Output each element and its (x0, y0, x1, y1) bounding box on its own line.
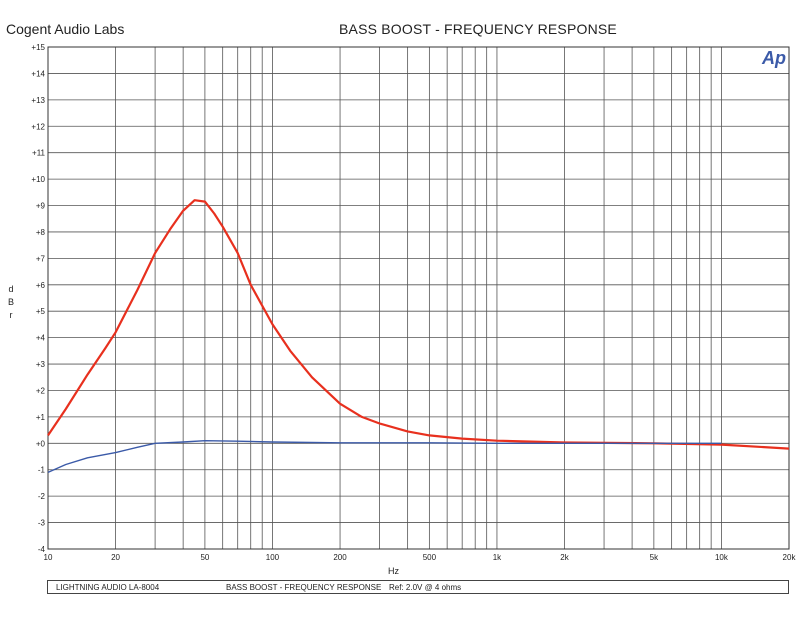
y-axis-label: d B r (6, 283, 16, 322)
x-tick-label: 5k (650, 553, 659, 562)
x-tick-label: 2k (560, 553, 569, 562)
footer-subtitle: BASS BOOST - FREQUENCY RESPONSE (226, 583, 382, 592)
x-tick-label: 50 (200, 553, 209, 562)
y-tick-label: +3 (36, 360, 46, 369)
y-tick-label: +15 (31, 43, 45, 52)
plot-frame (47, 46, 790, 550)
y-tick-label: +12 (31, 122, 45, 131)
footer-bar: LIGHTNING AUDIO LA-8004 BASS BOOST - FRE… (47, 580, 789, 594)
y-tick-label: -2 (38, 492, 46, 501)
y-tick-label: +9 (36, 202, 46, 211)
footer-device: LIGHTNING AUDIO LA-8004 (56, 583, 160, 592)
x-tick-label: 1k (493, 553, 502, 562)
company-name: Cogent Audio Labs (6, 21, 125, 37)
x-tick-label: 20k (783, 553, 797, 562)
y-tick-label: +5 (36, 307, 46, 316)
y-tick-label: +8 (36, 228, 46, 237)
y-tick-label: -1 (38, 466, 46, 475)
y-tick-label: +1 (36, 413, 46, 422)
y-tick-label: +2 (36, 386, 46, 395)
y-axis-label-d: d (8, 284, 14, 294)
y-tick-label: -4 (38, 545, 46, 554)
x-tick-label: 100 (266, 553, 280, 562)
x-tick-label: 20 (111, 553, 120, 562)
x-tick-label: 200 (333, 553, 347, 562)
series-line-blue (47, 440, 722, 474)
chart-title: BASS BOOST - FREQUENCY RESPONSE (339, 21, 617, 37)
series-line-red (47, 199, 790, 450)
y-tick-label: +13 (31, 96, 45, 105)
y-tick-label: +10 (31, 175, 45, 184)
y-axis-label-r: r (9, 310, 13, 320)
x-tick-label: 10k (715, 553, 729, 562)
y-tick-label: +14 (31, 69, 45, 78)
ap-logo: Ap (762, 48, 786, 68)
x-axis-label: Hz (388, 566, 399, 576)
y-axis-label-b: B (7, 297, 14, 307)
x-tick-label: 10 (44, 553, 53, 562)
y-tick-label: -3 (38, 519, 46, 528)
y-tick-label: +0 (36, 439, 46, 448)
y-tick-label: +6 (36, 281, 46, 290)
x-tick-label: 500 (423, 553, 437, 562)
y-tick-label: +4 (36, 334, 46, 343)
y-tick-label: +11 (32, 149, 46, 158)
footer-reference: Ref: 2.0V @ 4 ohms (389, 583, 462, 592)
y-tick-label: +7 (36, 254, 46, 263)
